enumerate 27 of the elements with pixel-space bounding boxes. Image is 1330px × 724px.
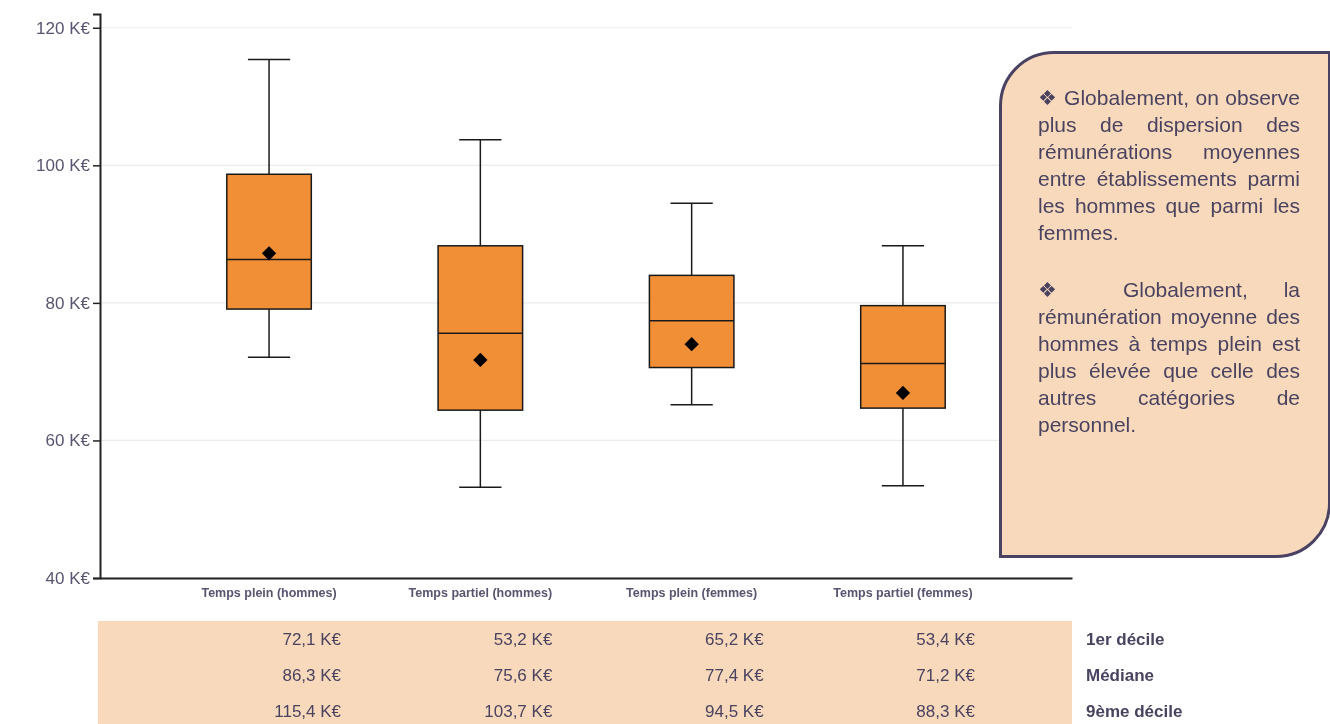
annotation: ❖ Globalement, on observe plus de dispersion des rémunérations moyennes entre établissements parmi les hommes que parmi les femmes. bbox=[1038, 85, 1300, 246]
text: 9ème décile bbox=[1086, 701, 1183, 721]
y-tick-label: 60 K€ bbox=[45, 431, 91, 451]
callout-box: ❖ Globalement, on observe plus de dispersion des rémunérations moyennes entre établissements parmi les hommes que parmi les femmes. ❖ Globalement, la rémunération moyenne des hommes à temps plein est plus élevée que celle des autres catégories de personnel. bbox=[999, 51, 1330, 558]
y-tick-label: 100 K€ bbox=[36, 156, 91, 176]
y-tick-label: 120 K€ bbox=[36, 18, 91, 38]
text: 71,2 K€ bbox=[916, 665, 976, 685]
x-tick-label: Temps plein (femmes) bbox=[626, 586, 758, 601]
text: 94,5 K€ bbox=[705, 701, 765, 721]
text: 77,4 K€ bbox=[705, 665, 765, 685]
text: 1er décile bbox=[1086, 629, 1165, 649]
x-tick-label: Temps partiel (hommes) bbox=[408, 586, 553, 601]
text: 65,2 K€ bbox=[705, 629, 765, 649]
text: 88,3 K€ bbox=[916, 701, 976, 721]
x-tick-label: Temps partiel (femmes) bbox=[833, 586, 973, 601]
text: 86,3 K€ bbox=[282, 665, 342, 685]
text: 53,4 K€ bbox=[916, 629, 976, 649]
text: 72,1 K€ bbox=[282, 629, 342, 649]
text: 53,2 K€ bbox=[493, 629, 553, 649]
text: 75,6 K€ bbox=[493, 665, 553, 685]
y-tick-label: 40 K€ bbox=[45, 568, 91, 588]
x-tick-label: Temps plein (hommes) bbox=[201, 586, 337, 601]
text: Médiane bbox=[1086, 665, 1155, 685]
text: 115,4 K€ bbox=[274, 701, 342, 721]
annotation: ❖ Globalement, la rémunération moyenne des hommes à temps plein est plus élevée que celle des autres catégories de personnel. bbox=[1038, 277, 1300, 438]
y-tick-label: 80 K€ bbox=[45, 293, 91, 313]
text: 103,7 K€ bbox=[484, 701, 553, 721]
